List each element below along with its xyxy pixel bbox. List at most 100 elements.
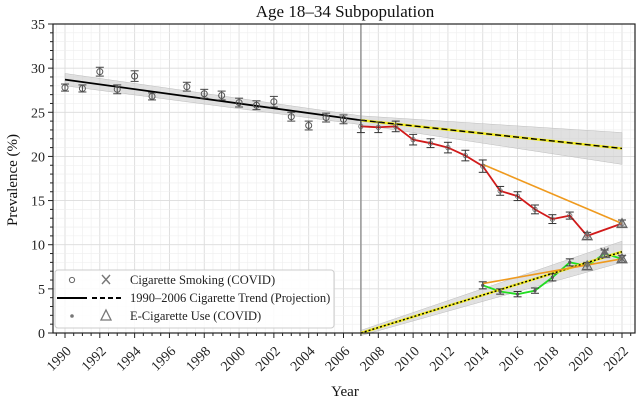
x-tick-label: 1998 [184,344,214,374]
ecig-data-point [498,289,502,294]
covid-triangle-marker [581,229,594,241]
cigarette-data-point [78,84,86,92]
cigarette-recent-errorbar [496,185,505,196]
cigarette-data-point [305,122,313,130]
cigarette-recent-errorbar [356,119,365,134]
y-axis: 0 5 10 15 20 25 30 35 [31,18,53,342]
cigarette-recent-errorbar [461,149,470,162]
cigarette-data-point [218,92,226,100]
x-tick-label: 2008 [358,344,388,374]
covid-projection-line [482,258,623,285]
cigarette-data-point [252,101,260,109]
y-tick-label: 25 [31,106,45,121]
cigarette-recent-point [427,140,434,146]
x-stroke [617,254,627,264]
ecig-data-point [568,260,572,264]
chart-title: Age 18–34 Subpopulation [256,2,435,21]
cigarette-data-point [235,99,243,107]
x-tick-label: 2004 [288,344,318,374]
cigarette-recent-point [410,137,416,143]
y-tick-label: 35 [31,18,45,33]
trend-projection-line [360,119,623,150]
y-tick-label: 10 [31,239,45,254]
x-tick-label: 1992 [79,344,109,374]
y-tick-label: 0 [38,327,45,342]
legend-label-ecig: E-Cigarette Use (COVID) [130,309,261,323]
cigarette-data-point [113,85,121,93]
cigarette-errorbar [148,92,157,101]
cigarette-recent-errorbar [513,191,522,202]
x-axis: 1990 1992 1994 1996 1998 2000 2002 2004 2006 2008… [44,333,632,375]
cigarette-recent-errorbar [426,138,435,149]
cigarette-data-point [340,115,347,123]
cigarette-recent-errorbar [478,159,487,173]
covid-triangle-marker [581,259,594,271]
trend-fit-line [64,78,362,122]
ecig-data-point [550,275,554,279]
cigarette-recent-point [567,212,573,219]
x-tick-label: 2000 [218,344,248,374]
cigarette-recent-point [514,193,521,199]
cigarette-data-point [287,113,295,121]
cigarette-errorbar [61,83,69,92]
cigarette-recent-point [462,152,468,159]
cigarette-data-point [200,90,208,98]
cigarette-data-point [131,72,139,80]
x-tick-label: 2022 [601,344,631,374]
cigarette-recent-errorbar [409,133,418,146]
cigarette-data-point [183,83,191,91]
y-tick-label: 15 [31,195,45,210]
x-tick-label: 2002 [253,344,283,374]
cigarette-recent-point [497,188,503,194]
cigarette-recent-errorbar [443,141,452,154]
y-axis-label: Prevalence (%) [5,134,21,226]
x-tick-label: 1990 [44,344,74,374]
cigarette-recent-errorbar [548,214,557,225]
series-lines [64,78,623,335]
cigarette-recent-point [480,163,486,169]
x-stroke [600,247,610,257]
x-axis-label: Year [331,384,359,400]
covid-triangle-marker [616,217,628,229]
covid-triangle-marker [598,247,611,259]
ecig-data-point [533,289,537,293]
ecig-data-point [585,264,589,268]
ecig-data-point [481,283,485,287]
cigarette-data-point [322,114,330,122]
cigarette-data-point [61,84,69,92]
legend-label-trend: 1990–2006 Cigarette Trend (Projection) [130,291,330,305]
cigarette-recent-errorbar [530,204,539,215]
cigarette-errorbar [269,95,278,108]
legend-x-marker [101,274,111,285]
legend-dot-marker [70,314,74,318]
cigarette-recent-point [445,145,451,151]
x-tick-label: 2016 [497,344,527,374]
x-tick-label: 2020 [567,344,597,374]
x-tick-label: 2018 [532,344,562,374]
y-tick-label: 30 [31,62,45,77]
cigarette-recent-errorbar [391,120,400,133]
ecig-projection-line [360,251,623,334]
cigarette-errorbar [130,70,139,82]
cigarette-recent-point [549,216,555,222]
legend-label-cigarette: Cigarette Smoking (COVID) [130,273,275,287]
x-tick-label: 2006 [323,344,353,374]
covid-x-marker [600,247,610,257]
x-tick-label: 2014 [462,344,492,374]
cigarette-recent-errorbar [374,121,383,134]
legend: Cigarette Smoking (COVID) 1990–2006 Ciga… [54,269,335,329]
y-tick-label: 20 [31,150,45,165]
x-tick-label: 2012 [427,344,457,374]
x-tick-label: 1994 [114,344,144,374]
cigarette-recent-point [375,124,381,130]
covid-x-marker [617,254,627,264]
cigarette-data-point [96,68,104,76]
cigarette-recent-point [393,123,399,130]
legend-box [54,269,335,329]
legend-circle-marker [68,276,76,284]
cigarette-data-point [148,92,156,100]
ecig-data-point [515,292,520,296]
cigarette-recent-point [358,123,364,130]
cigarette-recent-point [532,206,538,212]
